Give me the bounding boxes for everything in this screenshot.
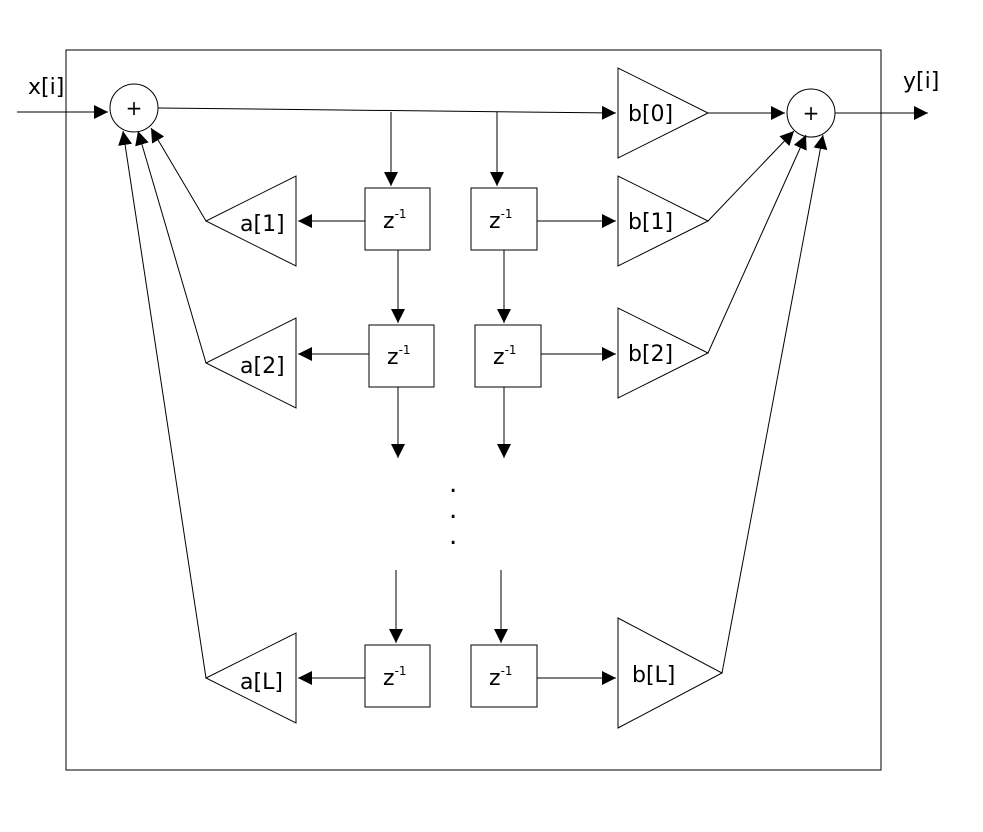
- svg-text:z-1: z-1: [489, 207, 513, 234]
- delay-right-2: z-1: [474, 324, 542, 388]
- delay-left-1: z-1: [364, 187, 431, 251]
- a2-feedback: [135, 130, 207, 364]
- output-label: y[i]: [903, 69, 939, 94]
- gain-b2: b[2]: [617, 307, 710, 399]
- gain-bL: b[L]: [617, 617, 724, 729]
- gain-a2: a[2]: [204, 317, 297, 409]
- gain-a1-label: a[1]: [240, 212, 285, 237]
- delay-right-L: z-1: [470, 644, 538, 708]
- gain-a1: a[1]: [204, 175, 297, 267]
- gain-aL-label: a[L]: [240, 670, 283, 695]
- gain-b2-label: b[2]: [628, 342, 673, 367]
- b2-feedforward: [707, 134, 807, 354]
- a1-feedback: [150, 127, 207, 222]
- svg-text:z-1: z-1: [383, 664, 407, 691]
- svg-text:z-1: z-1: [383, 207, 407, 234]
- delay-left-2: z-1: [368, 324, 435, 388]
- input-label: x[i]: [28, 75, 64, 100]
- b1-feedforward: [707, 130, 795, 222]
- right-adder-symbol: +: [803, 101, 820, 125]
- svg-text:.: .: [449, 469, 457, 499]
- gain-b0-label: b[0]: [628, 102, 673, 127]
- gain-bL-label: b[L]: [632, 663, 675, 688]
- delay-right-1: z-1: [470, 187, 538, 251]
- svg-text:.: .: [449, 495, 457, 525]
- svg-text:.: .: [449, 521, 457, 551]
- svg-text:z-1: z-1: [489, 664, 513, 691]
- gain-aL: a[L]: [204, 632, 297, 724]
- gain-b0: b[0]: [617, 67, 710, 159]
- ellipsis-dots: . . .: [449, 469, 457, 551]
- filter-frame: [65, 49, 882, 771]
- delay-left-L: z-1: [364, 644, 431, 708]
- left-adder-symbol: +: [126, 96, 143, 120]
- svg-text:z-1: z-1: [387, 343, 411, 370]
- gain-a2-label: a[2]: [240, 354, 285, 379]
- svg-text:z-1: z-1: [493, 343, 517, 370]
- gain-b1: b[1]: [617, 175, 710, 267]
- top-signal-line: [157, 105, 617, 120]
- gain-b1-label: b[1]: [628, 210, 673, 235]
- bL-feedforward: [721, 134, 828, 674]
- right-adder: +: [786, 88, 836, 138]
- left-adder: +: [109, 83, 159, 133]
- aL-feedback: [118, 130, 207, 679]
